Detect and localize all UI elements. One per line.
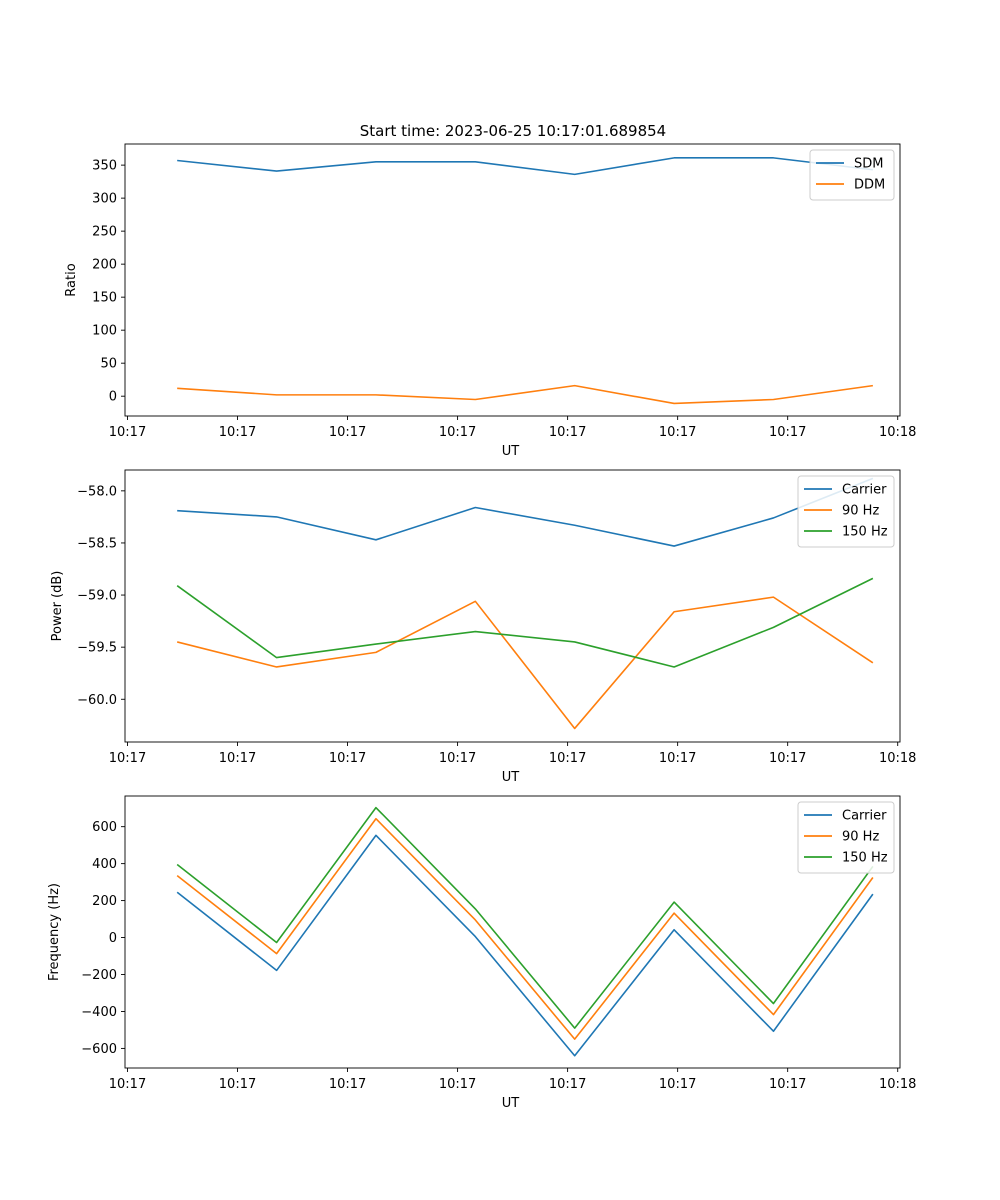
x-tick-label: 10:17 [769,425,806,440]
y-tick-label: −58.0 [77,484,117,499]
y-tick-label: 100 [92,324,117,339]
y-tick-label: 0 [109,390,117,405]
y-tick-label: 200 [92,894,117,909]
x-tick-label: 10:17 [219,751,256,766]
x-tick-label: 10:17 [439,1077,476,1092]
x-tick-label: 10:17 [549,1077,586,1092]
series-line-carrier [177,477,874,547]
legend: Carrier 90 Hz 150 Hz [797,801,895,874]
x-tick-label: 10:17 [439,751,476,766]
x-tick-label: 10:17 [659,1077,696,1092]
y-tick-label: −600 [81,1042,117,1057]
y-tick-label: 350 [92,159,117,174]
x-tick-label: 10:17 [659,425,696,440]
y-axis-label: Power (dB) [50,571,65,642]
series-line-90-hz [176,596,874,730]
legend-label-90-hz: 90 Hz [842,830,879,845]
legend-label-carrier: Carrier [842,483,887,498]
x-tick-label: 10:17 [769,751,806,766]
legend-label-150-hz: 150 Hz [842,851,888,866]
x-tick-label: 10:17 [109,425,146,440]
x-tick-label: 10:17 [219,1077,256,1092]
x-tick-label: 10:17 [109,751,146,766]
x-tick-label: 10:17 [659,751,696,766]
panel-2: 10:17 10:17 10:17 10:17 10:17 10:17 10:17 10:18… [50,469,916,785]
y-tick-label: 400 [92,857,117,872]
series-line-sdm [177,157,873,176]
x-tick-label: 10:18 [879,425,916,440]
legend-label-ddm: DDM [854,178,885,193]
axes-frame [124,143,901,417]
x-tick-label: 10:18 [879,751,916,766]
x-tick-label: 10:17 [329,751,366,766]
legend-box [797,475,895,548]
y-tick-label: −60.0 [77,693,117,708]
x-tick-label: 10:18 [879,1077,916,1092]
x-axis-label: UT [502,444,520,459]
y-tick-label: 50 [100,357,117,372]
y-tick-label: 250 [92,225,117,240]
y-tick-label: 150 [92,291,117,306]
x-tick-label: 10:17 [329,1077,366,1092]
x-tick-label: 10:17 [769,1077,806,1092]
x-tick-label: 10:17 [109,1077,146,1092]
panel-3: 10:17 10:17 10:17 10:17 10:17 10:17 10:17 10:18… [47,795,916,1111]
series-line-carrier [176,834,874,1057]
legend-label-90-hz: 90 Hz [842,504,879,519]
y-tick-label: −59.5 [77,641,117,656]
y-tick-label: −58.5 [77,536,117,551]
legend-label-150-hz: 150 Hz [842,525,888,540]
y-axis-label: Frequency (Hz) [47,883,62,981]
x-tick-label: 10:17 [219,425,256,440]
series-line-150-hz [176,806,874,1029]
panel-1: 10:17 10:17 10:17 10:17 10:17 10:17 10:17 10:18… [64,143,916,459]
y-tick-label: 0 [109,931,117,946]
legend: SDM DDM [809,149,895,201]
legend-box [797,801,895,874]
series-line-ddm [177,384,873,405]
x-axis-label: UT [502,770,520,785]
y-tick-label: 200 [92,258,117,273]
y-tick-label: 600 [92,820,117,835]
x-tick-label: 10:17 [549,425,586,440]
x-tick-label: 10:17 [439,425,476,440]
legend-label-sdm: SDM [854,157,883,172]
y-tick-label: −59.0 [77,589,117,604]
x-tick-label: 10:17 [329,425,366,440]
y-axis-label: Ratio [64,263,79,296]
legend: Carrier 90 Hz 150 Hz [797,475,895,548]
axes-frame [124,795,901,1069]
y-tick-label: −400 [81,1005,117,1020]
series-line-90-hz [176,817,874,1040]
chart-title: Start time: 2023-06-25 10:17:01.689854 [360,122,666,140]
series-line-150-hz [176,577,874,668]
y-tick-label: 300 [92,192,117,207]
x-tick-label: 10:17 [549,751,586,766]
x-axis-label: UT [502,1096,520,1111]
y-tick-label: −200 [81,968,117,983]
axes-frame [124,469,901,743]
legend-label-carrier: Carrier [842,809,887,824]
panels: 10:17 10:17 10:17 10:17 10:17 10:17 10:17 10:18… [47,143,916,1111]
